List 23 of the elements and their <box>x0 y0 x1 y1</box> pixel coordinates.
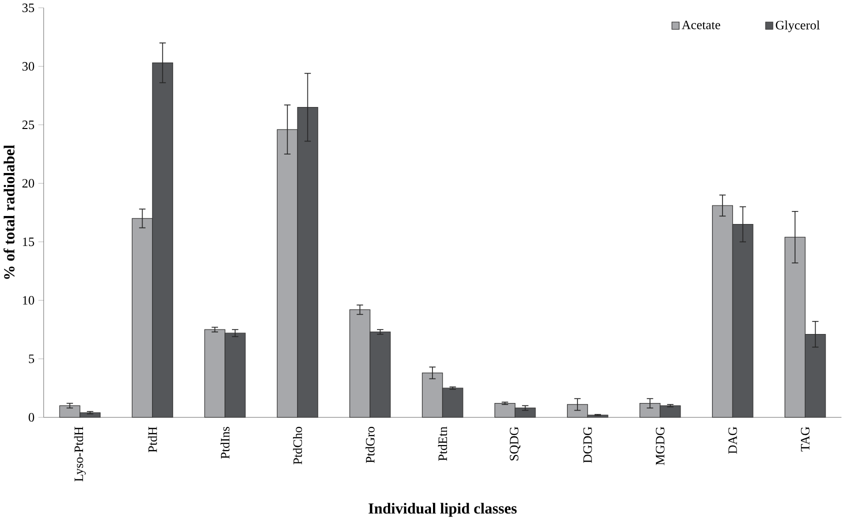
x-tick-label: PtdGro <box>366 426 375 463</box>
legend-label: Acetate <box>682 20 720 30</box>
y-tick-label: 5 <box>28 354 34 363</box>
x-tick-label: SQDG <box>510 426 520 460</box>
x-tick-label: PtdEtn <box>438 426 448 461</box>
x-tick-label: DGDG <box>583 426 592 463</box>
x-tick-label: PtdCho <box>293 426 302 464</box>
y-tick-label: 0 <box>28 412 34 422</box>
x-tick-label: TAG <box>800 426 810 452</box>
y-tick-label: 35 <box>22 3 34 12</box>
x-tick-label: PtdH <box>148 426 157 452</box>
y-tick-label: 30 <box>22 62 34 70</box>
y-tick-label: 15 <box>22 237 34 246</box>
x-axis-title: Individual lipid classes <box>368 502 517 517</box>
x-tick-label: DAG <box>728 426 737 454</box>
y-tick-label: 20 <box>22 178 34 188</box>
x-tick-label: MGDG <box>656 426 664 465</box>
x-tick-label: PtdIns <box>220 426 230 459</box>
y-tick-label: 25 <box>22 120 34 129</box>
x-tick-label: Lyso-PtdH <box>74 426 86 482</box>
legend-label: Glycerol <box>776 20 820 32</box>
y-tick-label: 10 <box>22 296 34 304</box>
y-axis-title: % of total radiolabel <box>4 144 15 279</box>
